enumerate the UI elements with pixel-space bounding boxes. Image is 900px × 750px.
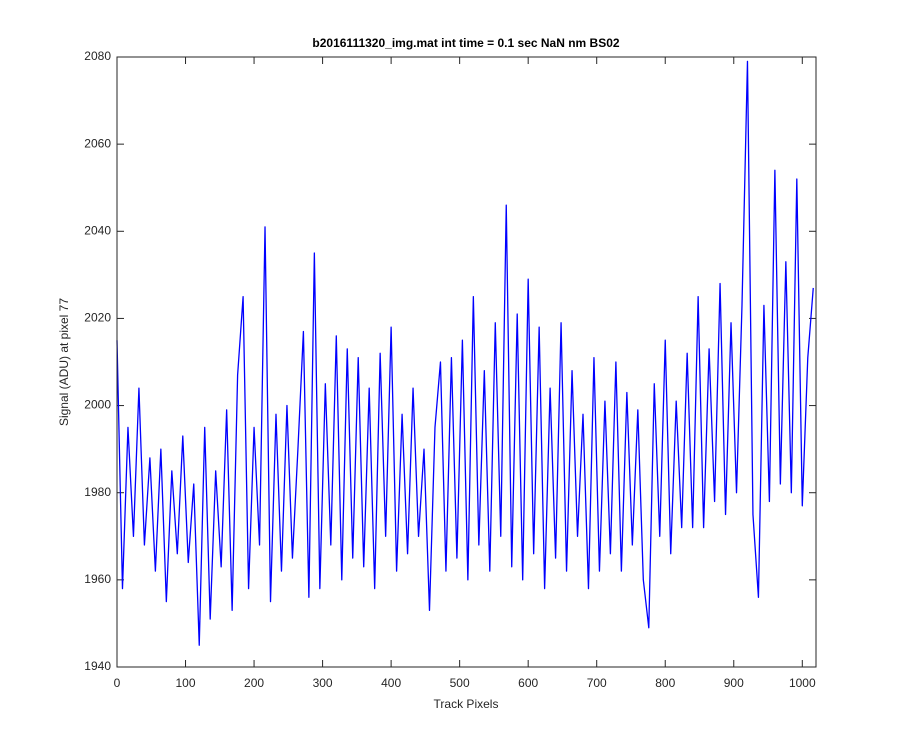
x-tick-label: 200 (244, 676, 264, 690)
x-tick-label: 100 (176, 676, 196, 690)
y-tick-label: 2040 (84, 223, 111, 237)
y-tick-label: 2060 (84, 136, 111, 150)
y-tick-label: 2000 (84, 398, 111, 412)
x-tick-label: 700 (587, 676, 607, 690)
y-tick-label: 2080 (84, 49, 111, 63)
data-line (116, 60, 814, 646)
y-tick-label: 1980 (84, 485, 111, 499)
x-tick-label: 1000 (789, 676, 816, 690)
x-tick-label: 500 (450, 676, 470, 690)
x-axis-label: Track Pixels (434, 697, 499, 711)
y-tick-label: 1960 (84, 572, 111, 586)
y-tick-label: 1940 (84, 659, 111, 673)
x-tick-label: 0 (114, 676, 121, 690)
y-axis-label: Signal (ADU) at pixel 77 (57, 298, 71, 426)
x-tick-label: 300 (313, 676, 333, 690)
axes-box (116, 56, 817, 668)
y-tick-label: 2020 (84, 311, 111, 325)
x-tick-label: 600 (518, 676, 538, 690)
chart-title: b2016111320_img.mat int time = 0.1 sec N… (312, 36, 619, 50)
x-tick-label: 800 (655, 676, 675, 690)
x-tick-label: 900 (724, 676, 744, 690)
x-tick-label: 400 (381, 676, 401, 690)
